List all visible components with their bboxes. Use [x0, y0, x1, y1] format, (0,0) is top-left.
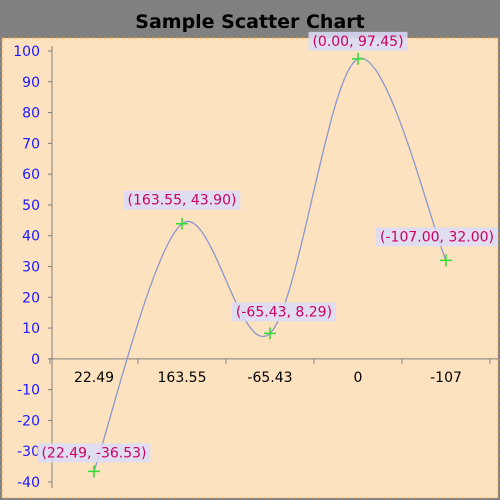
label-layer: (22.49, -36.53) (163.55, 43.90) (-65.43, 8… — [37, 31, 498, 463]
point-label: (-65.43, 8.29) — [231, 302, 337, 322]
plot-area — [1, 37, 499, 499]
y-tick-label: -30 — [17, 444, 40, 460]
data-point — [440, 254, 452, 267]
point-label-background — [37, 443, 151, 463]
point-label-background — [123, 190, 241, 210]
data-point — [88, 465, 100, 478]
y-tick-label: -40 — [17, 475, 40, 491]
x-tick-label: -65.43 — [247, 370, 292, 386]
data-point — [176, 217, 188, 230]
point-label: (0.00, 97.45) — [308, 31, 408, 51]
y-tick-label: 70 — [22, 136, 40, 152]
point-label: (163.55, 43.90) — [123, 190, 241, 210]
point-label-text: (-107.00, 32.00) — [380, 229, 494, 245]
data-point — [264, 327, 276, 340]
y-tick-label: 20 — [22, 290, 40, 306]
y-tick-label: 50 — [22, 198, 40, 214]
point-label-background — [308, 31, 408, 51]
point-label-text: (163.55, 43.90) — [128, 193, 237, 209]
y-tick-label: 40 — [22, 229, 40, 245]
point-label-background — [231, 302, 337, 322]
point-label-text: (0.00, 97.45) — [312, 34, 403, 50]
point-label-text: (22.49, -36.53) — [41, 445, 146, 461]
y-tick-label: 30 — [22, 260, 40, 276]
y-tick-label: 80 — [22, 106, 40, 122]
marker-layer — [88, 52, 452, 478]
y-tick-label: 60 — [22, 167, 40, 183]
chart-title: Sample Scatter Chart — [135, 11, 364, 33]
x-tick-label: 22.49 — [74, 370, 114, 386]
point-label: (-107.00, 32.00) — [376, 227, 498, 247]
y-tick-label: -20 — [17, 413, 40, 429]
y-tick-label: -10 — [17, 383, 40, 399]
data-point — [352, 52, 364, 65]
y-tick-label: 100 — [13, 44, 40, 60]
point-label-text: (-65.43, 8.29) — [236, 304, 332, 320]
point-label: (22.49, -36.53) — [37, 443, 151, 463]
y-tick-label: 10 — [22, 321, 40, 337]
x-tick-label: 0 — [354, 370, 363, 386]
point-label-background — [376, 227, 498, 247]
y-tick-label: 90 — [22, 75, 40, 91]
x-tick-label: 163.55 — [158, 370, 207, 386]
x-tick-label: -107 — [430, 370, 462, 386]
y-tick-label: 0 — [31, 352, 40, 368]
